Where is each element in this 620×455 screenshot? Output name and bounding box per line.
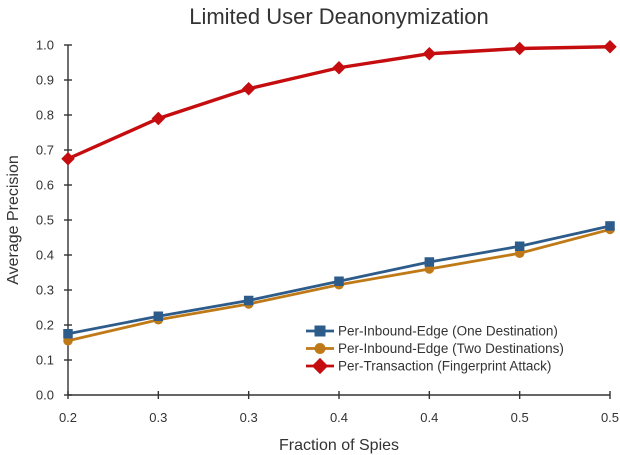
data-point-square: [334, 276, 344, 286]
data-point-square: [514, 241, 525, 251]
data-point-diamond: [61, 152, 75, 166]
data-point-diamond: [151, 111, 166, 126]
legend-item: Per-Inbound-Edge (Two Destinations): [306, 341, 564, 356]
data-point-square: [605, 221, 615, 231]
data-point-circle: [314, 343, 326, 354]
y-tick-label: 0.3: [36, 283, 54, 298]
x-tick-label: 0.2: [59, 410, 77, 425]
data-point-square: [63, 329, 73, 339]
data-point-diamond: [603, 40, 617, 54]
x-axis-label: Fraction of Spies: [279, 437, 399, 454]
legend-item: Per-Inbound-Edge (One Destination): [306, 324, 558, 339]
data-point-diamond: [311, 357, 329, 375]
data-point-diamond: [241, 82, 256, 96]
data-point-square: [424, 257, 435, 267]
legend-item: Per-Transaction (Fingerprint Attack): [306, 357, 551, 375]
series-diamond: [61, 40, 617, 166]
x-tick-label: 0.5: [601, 410, 619, 425]
data-point-square: [243, 295, 254, 306]
y-tick-label: 0.1: [36, 353, 54, 368]
x-tick-label: 0.4: [420, 410, 438, 425]
y-tick-label: 0.5: [36, 213, 54, 228]
data-point-square: [153, 311, 164, 321]
x-tick-label: 0.3: [240, 410, 258, 425]
x-tick-label: 0.5: [511, 410, 529, 425]
y-tick-label: 0.7: [36, 143, 54, 158]
y-tick-label: 0.8: [36, 108, 54, 123]
chart-title: Limited User Deanonymization: [189, 4, 489, 29]
data-point-square: [314, 325, 326, 337]
y-tick-label: 1.0: [36, 38, 54, 53]
data-point-diamond: [332, 61, 346, 75]
y-tick-label: 0.9: [36, 73, 54, 88]
data-point-diamond: [512, 41, 527, 56]
legend: Per-Inbound-Edge (One Destination) Per-In…: [306, 324, 564, 375]
legend-label: Per-Inbound-Edge (Two Destinations): [338, 341, 564, 356]
x-tick-label: 0.4: [330, 410, 348, 425]
series-square: [63, 221, 615, 339]
plot-area: 0.0 0.1 0.2 0.3 0.4 0.5 0.6 0.7 0.8 0.9 1.0 0.2 0.3 0…: [36, 38, 619, 426]
legend-label: Per-Transaction (Fingerprint Attack): [338, 359, 551, 374]
y-tick-label: 0.4: [36, 248, 54, 263]
legend-label: Per-Inbound-Edge (One Destination): [338, 324, 558, 339]
y-tick-label: 0.0: [36, 388, 54, 403]
y-tick-label: 0.2: [36, 318, 54, 333]
x-tick-label: 0.3: [149, 410, 167, 425]
y-axis-label: Average Precision: [5, 155, 22, 285]
data-point-diamond: [422, 47, 437, 61]
y-tick-label: 0.6: [36, 178, 54, 193]
